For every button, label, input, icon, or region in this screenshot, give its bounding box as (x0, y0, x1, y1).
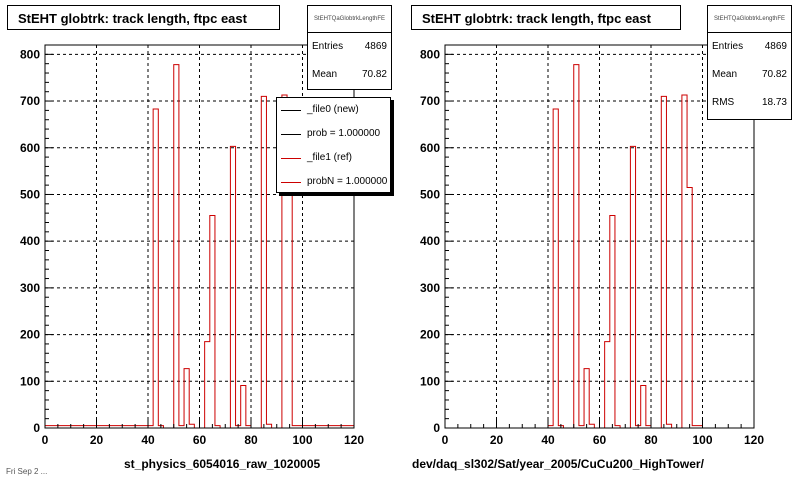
p1-bin-bar (641, 385, 646, 428)
p1-bin-bar (682, 95, 687, 428)
p1-bin-bar (661, 96, 666, 428)
stats-value: 70.82 (361, 69, 387, 80)
p0-bin-bar (266, 424, 271, 428)
p1-bin-bar (610, 215, 615, 428)
right-stats-header: StEHTQaGlobtrkLengthFE (708, 6, 791, 33)
p0-y-tick-label: 200 (20, 328, 40, 342)
right-stats-row-rms: RMS 18.73 (708, 89, 791, 117)
left-legend: _file0 (new) prob = 1.000000 _file1 (ref… (276, 97, 391, 193)
p0-x-tick-label: 60 (193, 433, 207, 447)
left-stats-row-mean: Mean 70.82 (308, 61, 391, 89)
p1-x-tick-label: 100 (692, 433, 712, 447)
p0-y-tick-label: 400 (20, 234, 40, 248)
stats-label: Mean (712, 69, 738, 80)
stats-label: Entries (312, 41, 344, 52)
p0-bin-bar (184, 369, 189, 428)
legend-label: prob = 1.000000 (307, 128, 381, 139)
right-stats-row-mean: Mean 70.82 (708, 61, 791, 89)
stats-value: 4869 (764, 41, 787, 52)
left-stats-row-entries: Entries 4869 (308, 33, 391, 61)
legend-item: _file1 (ref) (277, 146, 390, 170)
left-stats-header: StEHTQaGlobtrkLengthFE (308, 6, 391, 33)
stats-label: RMS (712, 97, 735, 108)
right-chart-title: StEHT globtrk: track length, ftpc east (411, 5, 681, 30)
stats-value: 70.82 (761, 69, 787, 80)
p0-bin-bar (153, 109, 158, 428)
p1-bin-bar (687, 187, 692, 428)
right-x-caption: dev/daq_sl302/Sat/year_2005/CuCu200_High… (412, 457, 704, 471)
p1-x-tick-label: 40 (541, 433, 555, 447)
legend-swatch (281, 182, 301, 183)
legend-item: _file0 (new) (277, 98, 390, 122)
p0-x-tick-label: 0 (42, 433, 49, 447)
p0-x-tick-label: 100 (292, 433, 312, 447)
p0-x-tick-label: 80 (244, 433, 258, 447)
p0-bin-bar (210, 215, 215, 428)
right-stats-row-entries: Entries 4869 (708, 33, 791, 61)
p1-x-tick-label: 20 (490, 433, 504, 447)
p0-y-tick-label: 600 (20, 141, 40, 155)
stats-value: 18.73 (761, 97, 787, 108)
p1-y-tick-label: 0 (433, 421, 440, 435)
p0-bin-bar (174, 65, 179, 428)
footer-timestamp: Fri Sep 2 ... (6, 467, 48, 476)
left-chart-title: StEHT globtrk: track length, ftpc east (7, 5, 280, 30)
p0-x-tick-label: 40 (141, 433, 155, 447)
legend-item: probN = 1.000000 (277, 170, 390, 192)
stats-label: Entries (712, 41, 744, 52)
p1-x-tick-label: 120 (744, 433, 764, 447)
p1-y-tick-label: 600 (420, 141, 440, 155)
legend-label: _file0 (new) (307, 104, 359, 115)
p0-y-tick-label: 100 (20, 374, 40, 388)
legend-item: prob = 1.000000 (277, 122, 390, 146)
left-stats-box: StEHTQaGlobtrkLengthFE Entries 4869 Mean… (307, 5, 392, 90)
p1-y-tick-label: 500 (420, 187, 440, 201)
p1-y-tick-label: 300 (420, 281, 440, 295)
p0-bin-bar (241, 385, 246, 428)
p0-bin-bar (287, 187, 292, 428)
p0-y-tick-label: 300 (20, 281, 40, 295)
p1-y-tick-label: 400 (420, 234, 440, 248)
p0-bin-bar (230, 146, 235, 428)
p1-histogram (445, 64, 703, 429)
p1-bin-bar (553, 109, 558, 428)
p0-x-tick-label: 120 (344, 433, 364, 447)
p1-bin-bar (630, 146, 635, 428)
p1-y-tick-label: 100 (420, 374, 440, 388)
p1-x-tick-label: 80 (644, 433, 658, 447)
right-stats-box: StEHTQaGlobtrkLengthFE Entries 4869 Mean… (707, 5, 792, 120)
p1-y-tick-label: 700 (420, 94, 440, 108)
p1-x-tick-label: 60 (593, 433, 607, 447)
p1-bin-bar (574, 65, 579, 428)
p0-y-tick-label: 700 (20, 94, 40, 108)
p1-y-tick-label: 800 (420, 47, 440, 61)
p0-bin-bar (205, 342, 210, 428)
p0-y-tick-label: 0 (33, 421, 40, 435)
stats-value: 4869 (364, 41, 387, 52)
legend-swatch (281, 110, 301, 111)
p1-bin-bar (584, 369, 589, 428)
stats-label: Mean (312, 69, 338, 80)
legend-label: _file1 (ref) (307, 152, 353, 163)
legend-swatch (281, 134, 301, 135)
p0-bin-bar (189, 424, 194, 428)
p0-y-tick-label: 800 (20, 47, 40, 61)
p1-bin-bar (589, 424, 594, 428)
p1-x-tick-label: 0 (442, 433, 449, 447)
p0-bin-bar (261, 96, 266, 428)
p0-histogram (44, 64, 355, 429)
p1-bin-bar (666, 424, 671, 428)
p1-y-tick-label: 200 (420, 328, 440, 342)
p1-bin-bar (605, 342, 610, 428)
left-x-caption: st_physics_6054016_raw_1020005 (124, 457, 321, 471)
legend-label: probN = 1.000000 (307, 176, 388, 187)
p0-y-tick-label: 500 (20, 187, 40, 201)
legend-swatch (281, 158, 301, 159)
p0-x-tick-label: 20 (90, 433, 104, 447)
